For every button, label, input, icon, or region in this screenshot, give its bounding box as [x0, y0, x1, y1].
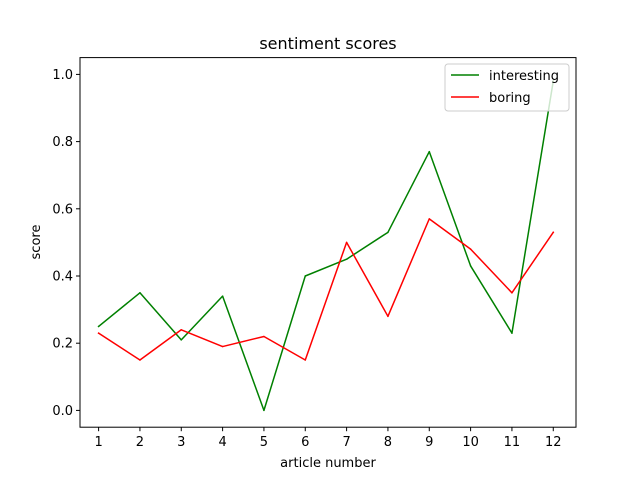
x-tick-label: 9 [425, 435, 433, 450]
data-point-boring [511, 292, 513, 294]
data-point-interesting [221, 295, 224, 297]
x-tick-label: 12 [545, 435, 562, 450]
x-tick-label: 6 [301, 435, 309, 450]
series-line-interesting [97, 80, 555, 412]
data-point-interesting [345, 258, 348, 260]
x-tick-label: 3 [177, 435, 185, 450]
y-tick-label: 0.8 [52, 135, 73, 150]
plot-area-frame [79, 57, 577, 428]
y-tick-label: 0.6 [52, 202, 73, 217]
x-tick-label: 11 [504, 435, 521, 450]
x-tick-label: 5 [260, 435, 268, 450]
data-point-interesting [180, 339, 183, 341]
legend-label-boring: boring [489, 91, 531, 106]
data-point-interesting [387, 231, 389, 234]
x-tick-label: 8 [384, 435, 392, 450]
data-point-boring [469, 248, 472, 250]
y-tick-label: 0.4 [52, 270, 73, 285]
data-point-boring [263, 335, 265, 338]
data-point-boring [345, 241, 348, 244]
x-tick-label: 2 [136, 435, 144, 450]
legend-label-interesting: interesting [489, 69, 559, 84]
series-layer [97, 80, 555, 412]
data-point-interesting [263, 409, 265, 412]
chart-legend: interesting boring [444, 63, 570, 112]
y-axis-ticks: 0.0 0.2 0.4 0.6 0.8 1.0 [52, 68, 80, 419]
data-point-boring [387, 315, 389, 318]
data-point-interesting [139, 292, 141, 294]
x-tick-label: 10 [462, 435, 479, 450]
data-point-interesting [511, 332, 513, 334]
x-tick-label: 1 [94, 435, 102, 450]
data-point-boring [221, 345, 224, 348]
y-axis-label: score [29, 225, 44, 260]
data-point-interesting [304, 275, 307, 277]
y-tick-label: 1.0 [52, 68, 73, 83]
series-line-boring [97, 218, 555, 361]
data-point-interesting [97, 325, 100, 328]
data-point-boring [428, 218, 431, 220]
data-point-boring [180, 329, 183, 331]
data-point-interesting [428, 150, 431, 153]
chart-title: sentiment scores [259, 34, 396, 53]
data-point-boring [552, 231, 555, 234]
x-tick-label: 4 [218, 435, 226, 450]
x-axis-label: article number [280, 456, 376, 471]
data-point-boring [139, 359, 141, 361]
y-tick-label: 0.0 [52, 404, 73, 419]
data-point-interesting [469, 265, 472, 267]
x-axis-ticks: 1 2 3 4 5 6 7 8 9 10 11 12 [94, 427, 562, 450]
y-tick-label: 0.2 [52, 337, 73, 352]
data-point-boring [97, 332, 100, 334]
data-point-boring [304, 359, 307, 361]
x-tick-label: 7 [342, 435, 350, 450]
